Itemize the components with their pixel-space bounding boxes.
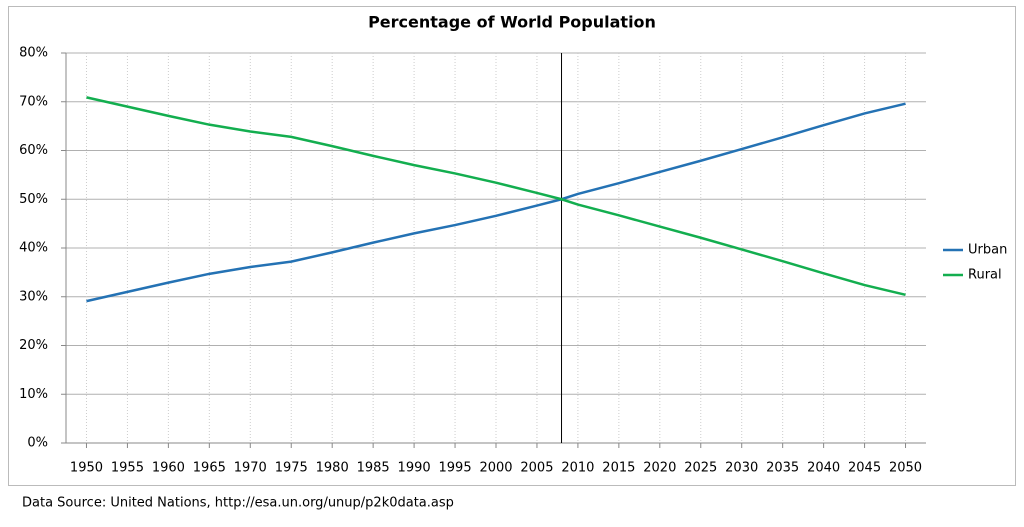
chart-frame xyxy=(8,6,1016,486)
x-tick-label: 2000 xyxy=(479,461,512,476)
x-tick-label: 1990 xyxy=(398,461,431,476)
y-tick-label: 20% xyxy=(19,338,48,353)
x-tick-label: 2025 xyxy=(684,461,717,476)
x-tick-label: 2040 xyxy=(807,461,840,476)
x-tick-label: 1980 xyxy=(316,461,349,476)
y-tick-label: 80% xyxy=(19,46,48,61)
x-tick-label: 2045 xyxy=(848,461,881,476)
series-line xyxy=(86,102,906,303)
series-line xyxy=(86,96,906,297)
legend-label: Urban xyxy=(968,243,1007,258)
x-tick-label: 1970 xyxy=(234,461,267,476)
x-tick-label: 1965 xyxy=(193,461,226,476)
x-tick-label: 2005 xyxy=(520,461,553,476)
x-tick-label: 1985 xyxy=(357,461,390,476)
x-tick-label: 2015 xyxy=(602,461,635,476)
x-tick-label: 1975 xyxy=(275,461,308,476)
x-tick-label: 2020 xyxy=(643,461,676,476)
y-tick-label: 50% xyxy=(19,192,48,207)
x-tick-label: 2030 xyxy=(725,461,758,476)
y-tick-label: 0% xyxy=(27,436,48,451)
y-tick-label: 60% xyxy=(19,143,48,158)
x-tick-label: 2035 xyxy=(766,461,799,476)
legend-label: Rural xyxy=(968,268,1002,283)
x-tick-label: 1995 xyxy=(439,461,472,476)
y-tick-label: 40% xyxy=(19,241,48,256)
x-tick-label: 2010 xyxy=(561,461,594,476)
y-tick-label: 70% xyxy=(19,94,48,109)
y-tick-label: 10% xyxy=(19,387,48,402)
chart-title: Percentage of World Population xyxy=(368,13,656,32)
x-tick-label: 2050 xyxy=(889,461,922,476)
source-note: Data Source: United Nations, http://esa.… xyxy=(22,496,454,511)
x-tick-label: 1960 xyxy=(152,461,185,476)
x-tick-label: 1950 xyxy=(70,461,103,476)
y-tick-label: 30% xyxy=(19,289,48,304)
x-tick-label: 1955 xyxy=(111,461,144,476)
